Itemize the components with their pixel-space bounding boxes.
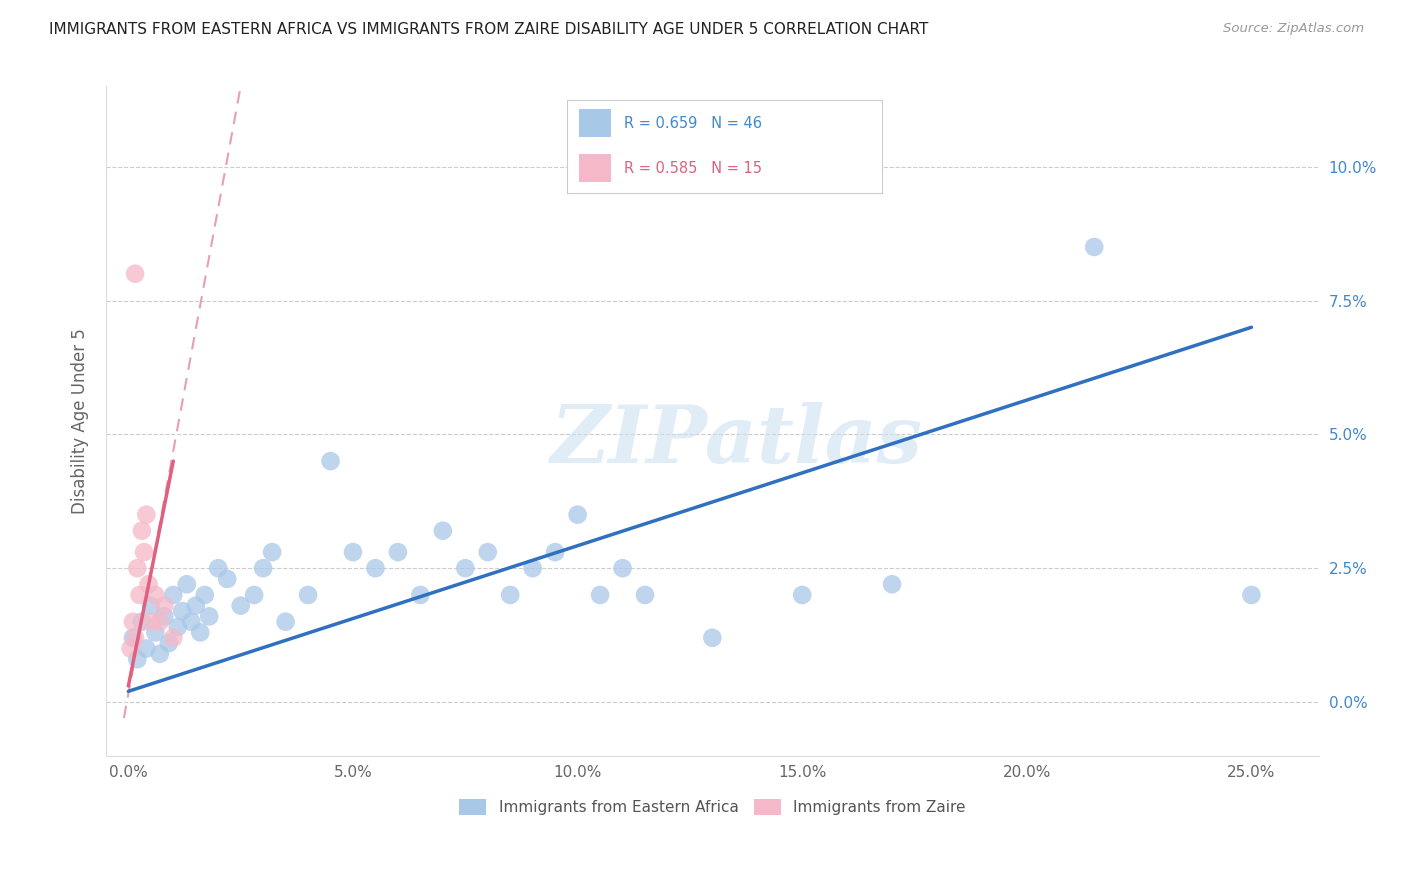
Point [131,615,153,629]
Point [153,609,176,624]
Point [432,524,454,538]
Point [198,609,221,624]
Point [127,652,149,666]
Point [243,588,266,602]
Point [132,545,155,559]
Point [1083,240,1105,254]
Point [297,588,319,602]
Point [180,615,202,629]
Text: Source: ZipAtlas.com: Source: ZipAtlas.com [1223,22,1364,36]
Point [364,561,387,575]
Point [124,631,146,645]
Point [792,588,814,602]
Point [612,561,634,575]
Point [499,588,522,602]
Point [319,454,342,468]
Point [162,631,184,645]
Text: ZIPatlas: ZIPatlas [551,402,922,480]
Y-axis label: Disability Age Under 5: Disability Age Under 5 [72,328,89,514]
Point [880,577,903,591]
Point [127,561,149,575]
Point [138,577,160,591]
Text: IMMIGRANTS FROM EASTERN AFRICA VS IMMIGRANTS FROM ZAIRE DISABILITY AGE UNDER 5 C: IMMIGRANTS FROM EASTERN AFRICA VS IMMIGR… [49,22,928,37]
Point [274,615,297,629]
Point [120,641,142,656]
Point [176,577,198,591]
Point [409,588,432,602]
Point [166,620,188,634]
Point [1240,588,1263,602]
Point [634,588,657,602]
Legend: Immigrants from Eastern Africa, Immigrants from Zaire: Immigrants from Eastern Africa, Immigran… [453,793,972,822]
Point [139,615,162,629]
Point [217,572,239,586]
Point [544,545,567,559]
Point [342,545,364,559]
Point [194,588,217,602]
Point [157,636,180,650]
Point [153,599,176,613]
Point [172,604,194,618]
Point [143,625,166,640]
Point [522,561,544,575]
Point [184,599,207,613]
Point [589,588,612,602]
Point [121,631,143,645]
Point [188,625,211,640]
Point [149,647,172,661]
Point [135,641,157,656]
Point [387,545,409,559]
Point [252,561,274,575]
Point [149,615,172,629]
Point [139,599,162,613]
Point [454,561,477,575]
Point [207,561,229,575]
Point [262,545,284,559]
Point [567,508,589,522]
Point [143,588,166,602]
Point [702,631,724,645]
Point [131,524,153,538]
Point [477,545,499,559]
Point [135,508,157,522]
Point [124,267,146,281]
Point [229,599,252,613]
Point [121,615,143,629]
Point [162,588,184,602]
Point [128,588,150,602]
